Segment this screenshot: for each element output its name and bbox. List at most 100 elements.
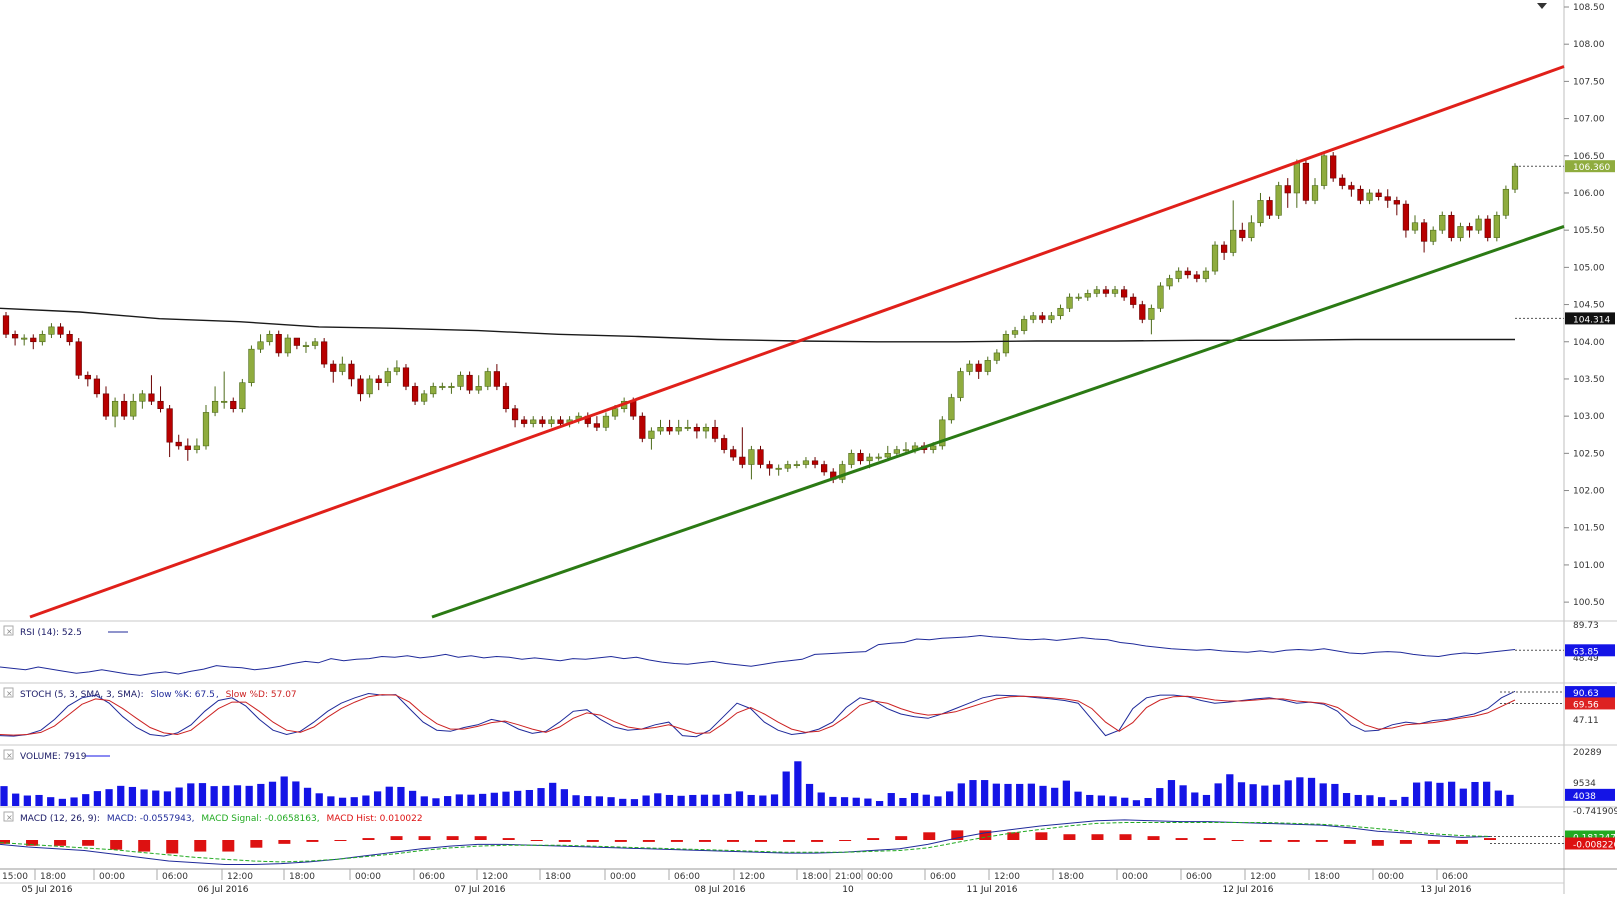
candle bbox=[366, 375, 373, 398]
candle bbox=[230, 397, 237, 413]
candle bbox=[857, 449, 864, 465]
candle-body bbox=[202, 412, 210, 447]
time-tick-label: 06:00 bbox=[674, 872, 700, 882]
candle bbox=[1366, 189, 1373, 205]
candle bbox=[657, 419, 664, 435]
candle bbox=[293, 337, 301, 350]
rsi-close-icon[interactable]: × bbox=[3, 625, 14, 636]
candle bbox=[1284, 178, 1291, 208]
candle bbox=[202, 404, 210, 450]
candle-body bbox=[175, 441, 182, 447]
macd-hist-label: MACD Hist: 0.010022 bbox=[326, 814, 422, 824]
candle bbox=[730, 445, 737, 461]
svg-text:×: × bbox=[6, 689, 13, 698]
macd-hist-bar bbox=[558, 840, 571, 842]
macd-pane[interactable]: -0.7419090.1812477-0.0082264 bbox=[0, 807, 1617, 865]
macd-hist-bar bbox=[783, 840, 796, 842]
candle bbox=[1148, 304, 1155, 335]
price-pane[interactable]: 108.50 108.00 107.50 107.00 106.50 106.00 105.… bbox=[0, 3, 1615, 619]
candle-body bbox=[248, 348, 255, 383]
candle bbox=[766, 460, 773, 476]
candle-body bbox=[775, 467, 782, 470]
candle bbox=[1230, 200, 1237, 257]
volume-bar bbox=[163, 791, 172, 806]
candle-body bbox=[84, 374, 91, 380]
candle bbox=[166, 404, 173, 458]
candle bbox=[475, 375, 482, 394]
candle bbox=[111, 397, 119, 428]
volume-tick-upper: 20289 bbox=[1573, 748, 1602, 758]
candle bbox=[275, 330, 282, 357]
candle-body bbox=[521, 419, 528, 424]
candle bbox=[1511, 163, 1519, 193]
volume-bar bbox=[1249, 784, 1257, 806]
time-tick-label: 18:00 bbox=[802, 872, 828, 882]
volume-bar bbox=[58, 798, 66, 806]
volume-bar bbox=[1261, 785, 1269, 806]
date-tick-label: 12 Jul 2016 bbox=[1223, 885, 1274, 894]
candle bbox=[457, 371, 464, 391]
price-tick-label: 101.50 bbox=[1573, 524, 1605, 534]
candle bbox=[593, 416, 600, 432]
candle-body bbox=[484, 371, 491, 387]
volume-bar bbox=[408, 790, 417, 806]
volume-bar bbox=[1039, 785, 1047, 806]
candle bbox=[1439, 211, 1446, 234]
volume-close-icon[interactable]: × bbox=[3, 749, 14, 760]
date-tick-label: 05 Jul 2016 bbox=[22, 885, 73, 894]
candle-body bbox=[902, 449, 910, 452]
macd-hist-bar bbox=[1259, 840, 1272, 842]
stoch-k-badge-text: 90.63 bbox=[1573, 689, 1599, 699]
candle-body bbox=[1502, 188, 1510, 216]
rsi-tick-upper: 89.73 bbox=[1573, 621, 1599, 631]
time-tick-label: 18:00 bbox=[40, 872, 66, 882]
candle-body bbox=[675, 427, 682, 432]
macd-hist-bar bbox=[418, 836, 431, 840]
candle bbox=[302, 341, 310, 353]
volume-bar bbox=[700, 794, 709, 806]
volume-bar bbox=[595, 796, 604, 806]
candle bbox=[1093, 285, 1100, 298]
volume-bar bbox=[1086, 794, 1094, 806]
svg-text:×: × bbox=[6, 627, 13, 636]
candle bbox=[1448, 211, 1455, 242]
candle-body bbox=[1348, 185, 1355, 190]
candle-body bbox=[339, 363, 346, 372]
time-tick-label: 00:00 bbox=[867, 872, 893, 882]
candle-body bbox=[1021, 319, 1028, 331]
volume-bar bbox=[852, 797, 860, 806]
volume-bar bbox=[514, 790, 522, 806]
macd-hist-bar bbox=[642, 840, 655, 842]
date-tick-label: 06 Jul 2016 bbox=[198, 885, 249, 894]
stoch-k-line bbox=[0, 690, 1516, 738]
volume-bar bbox=[1179, 785, 1187, 806]
candle bbox=[157, 386, 164, 413]
volume-bar bbox=[444, 796, 452, 806]
candle-body bbox=[1320, 155, 1328, 186]
candle bbox=[693, 423, 700, 439]
macd-hist-bar bbox=[26, 840, 39, 846]
candle bbox=[975, 360, 982, 379]
candle-body bbox=[93, 378, 101, 395]
time-axis: 15:00 18:00 00:00 06:00 12:00 18:00 00:00 06:00… bbox=[0, 869, 1564, 895]
volume-bar bbox=[152, 790, 160, 806]
candle bbox=[948, 393, 955, 424]
stoch-close-icon[interactable]: × bbox=[3, 687, 14, 698]
macd-close-icon[interactable]: × bbox=[3, 811, 14, 822]
volume-bar bbox=[899, 797, 907, 806]
volume-bar bbox=[957, 783, 965, 806]
candle bbox=[1166, 274, 1173, 290]
volume-bar bbox=[794, 761, 802, 806]
scroll-down-icon[interactable] bbox=[1537, 3, 1547, 9]
volume-pane[interactable]: 20289 9534 4038 bbox=[0, 748, 1615, 806]
volume-bar bbox=[1062, 780, 1070, 806]
price-tick-label: 106.50 bbox=[1573, 152, 1605, 162]
candle bbox=[1257, 192, 1264, 227]
volume-bar bbox=[759, 795, 767, 806]
volume-bar bbox=[1436, 782, 1444, 806]
candle-body bbox=[1511, 165, 1519, 190]
